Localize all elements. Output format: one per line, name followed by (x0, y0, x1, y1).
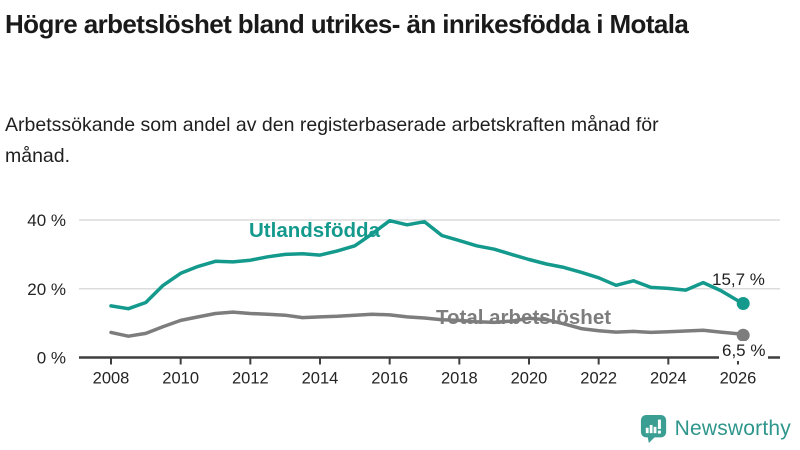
x-axis-tick-label: 2008 (93, 370, 130, 388)
unemployment-line-chart: 0 % 20 % 40 % 2008 2010 2012 2014 2016 2018 2020 2… (27, 211, 780, 388)
y-axis-tick-label: 0 % (37, 349, 66, 368)
x-axis-tick-label: 2020 (511, 370, 548, 388)
series-end-dot (736, 328, 750, 342)
series-end-dot (736, 297, 750, 310)
page-title: Högre arbetslöshet bland utrikes- än inr… (5, 9, 689, 39)
x-axis-tick-label: 2024 (650, 370, 687, 388)
newsworthy-logo-text: Newsworthy (674, 416, 791, 440)
x-axis-tick-label: 2012 (232, 370, 269, 388)
y-axis-tick-label: 20 % (27, 280, 66, 299)
series-label-utlandsfodda: Utlandsfödda (249, 219, 380, 242)
newsworthy-logo: Newsworthy (640, 413, 791, 444)
x-axis-tick-label: 2022 (580, 370, 617, 388)
x-axis-tick-label: 2026 (720, 370, 757, 388)
page-subtitle: Arbetssökande som andel av den registerb… (5, 114, 659, 168)
series-label-total-arbetsloshet: Total arbetslöshet (436, 306, 612, 329)
series-line (109, 310, 745, 338)
x-axis-tick-label: 2018 (441, 370, 478, 388)
end-value-label-utlandsfodda: 15,7 % (712, 270, 765, 289)
x-axis-tick-label: 2014 (302, 370, 339, 388)
y-axis-tick-label: 40 % (27, 211, 66, 230)
x-axis-tick-label: 2010 (162, 370, 199, 388)
end-value-label-total: 6,5 % (719, 341, 769, 361)
bar-chart-speech-bubble-icon (640, 414, 666, 443)
series-line (109, 218, 745, 311)
x-axis-tick-label: 2016 (371, 370, 408, 388)
